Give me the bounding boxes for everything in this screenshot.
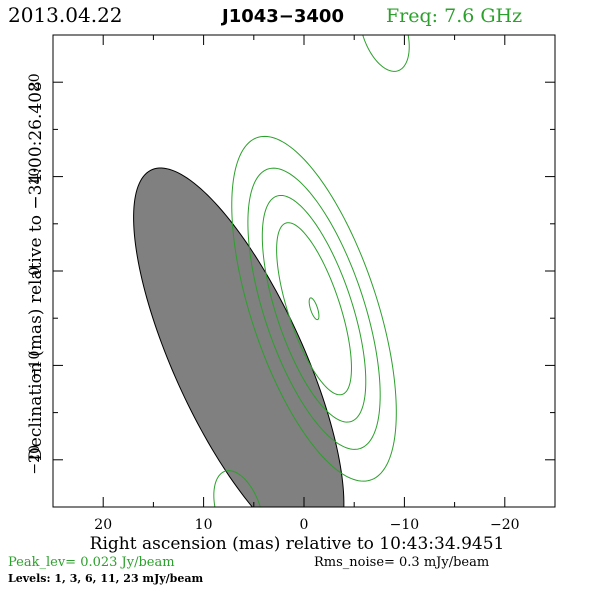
y-tick-label: −10 — [27, 351, 43, 381]
y-tick-label: 20 — [27, 73, 43, 91]
x-tick-label: 10 — [195, 517, 213, 533]
x-tick-label: −10 — [390, 517, 420, 533]
y-axis-label: Declination (mas) relative to −34:00:26.… — [26, 81, 46, 461]
x-tick-label: 0 — [300, 517, 309, 533]
peak-level-text: Peak_lev= 0.023 Jy/beam — [8, 555, 175, 570]
y-tick-label: −20 — [27, 445, 43, 475]
x-tick-label: 20 — [94, 517, 112, 533]
contour-line-6mjy — [261, 194, 367, 423]
contour-line-3mjy — [247, 167, 381, 450]
y-tick-label: 0 — [27, 267, 43, 276]
x-tick-label: −20 — [490, 517, 520, 533]
sidelobe-contour-1 — [362, 35, 410, 72]
contour-line-11mjy — [276, 222, 352, 396]
contour-line-23mjy — [308, 297, 320, 321]
y-tick-label: 10 — [27, 168, 43, 186]
contour-levels-text: Levels: 1, 3, 6, 11, 23 mJy/beam — [8, 572, 203, 585]
contour-line-1mjy — [231, 135, 397, 482]
x-axis-label: Right ascension (mas) relative to 10:43:… — [90, 534, 505, 554]
rms-noise-text: Rms_noise= 0.3 mJy/beam — [314, 555, 489, 570]
beam-layer — [133, 167, 345, 507]
source-name: J1043−3400 — [220, 6, 344, 27]
contour-layer — [213, 35, 410, 507]
beam-ellipse — [133, 167, 345, 507]
axis-ticks: 20 10 0 −10 −20 20 10 0 −10 −20 — [27, 34, 556, 533]
frequency-label: Freq: 7.6 GHz — [386, 5, 522, 27]
sidelobe-contour-2 — [213, 470, 261, 507]
plot-area: 20 10 0 −10 −20 20 10 0 −10 −20 — [27, 34, 556, 533]
observation-date: 2013.04.22 — [8, 3, 123, 27]
